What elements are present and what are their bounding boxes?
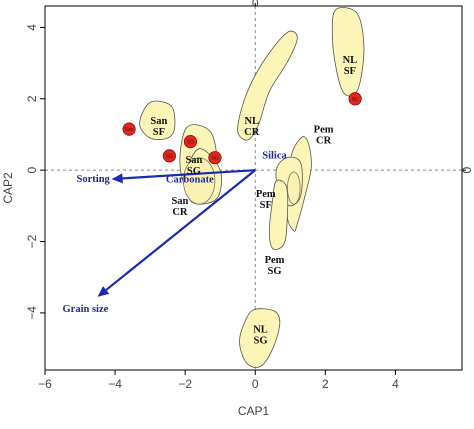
group-hull-nl-cr (237, 30, 298, 141)
group-label-nl-sg: NL SG (253, 325, 268, 347)
outlier-mark-3: SG (187, 140, 194, 146)
x-tick-label: 0 (252, 377, 259, 391)
plot-frame (44, 5, 463, 371)
y-axis-title: CAP2 (1, 172, 15, 204)
y-tick-label: −2 (25, 234, 39, 248)
group-label-nl-cr: NL CR (244, 116, 260, 138)
outlier-point-5 (348, 92, 362, 106)
group-label-san-sf: San SF (150, 116, 167, 138)
outlier-point-3 (183, 135, 198, 149)
outlier-point-2 (162, 149, 176, 163)
x-tick-label: −6 (38, 377, 52, 391)
group-hull-san-sf (139, 100, 176, 140)
x-tick-label: 2 (322, 377, 329, 391)
outlier-point-4 (208, 151, 222, 165)
group-hull-pem-sg (268, 179, 289, 251)
group-label-san-sg: San SG (185, 155, 202, 177)
group-label-san-cr: San CR (171, 196, 188, 218)
vector-label-grain-size: Grain size (63, 304, 109, 315)
group-hull-nl-sf (331, 7, 365, 97)
y-tick-label: −4 (25, 306, 39, 320)
inner-ellipse-1 (183, 157, 216, 205)
y-tick-label: 0 (25, 167, 39, 174)
x-axis-title: CAP1 (238, 404, 270, 418)
y-tick-label: 4 (25, 24, 39, 31)
outlier-mark-5: NL (352, 97, 359, 103)
inner-ellipse-2 (287, 171, 301, 205)
arrowhead-sorting (111, 173, 123, 184)
vector-label-silica: Silica (262, 150, 287, 161)
group-label-pem-sf: Pem SF (256, 189, 276, 211)
outlier-mark-2: SG (166, 154, 173, 160)
outlier-mark-1: San (125, 127, 134, 133)
y-tick-label: 2 (25, 95, 39, 102)
x-tick-label: −2 (178, 377, 192, 391)
group-label-nl-sf: NL SF (343, 55, 358, 77)
x-tick-label: 4 (392, 377, 399, 391)
top-axis-label: 0 (252, 0, 259, 10)
vector-sorting (122, 169, 256, 180)
vector-grain-size (105, 169, 256, 291)
x-tick-label: −4 (108, 377, 122, 391)
vector-label-sorting: Sorting (77, 174, 111, 185)
right-axis-label: 0 (460, 167, 474, 174)
group-hull-nl-sg (239, 308, 281, 368)
group-label-pem-sg: Pem SG (265, 255, 285, 277)
outlier-point-1 (122, 122, 136, 136)
vector-label-carbonate: Carbonate (166, 175, 214, 186)
group-label-pem-cr: Pem CR (314, 125, 334, 147)
arrowhead-grain-size (97, 286, 110, 297)
outlier-mark-4: SG (211, 156, 218, 162)
